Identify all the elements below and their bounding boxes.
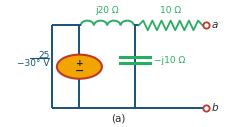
Text: −: − (75, 66, 84, 75)
Circle shape (57, 55, 102, 79)
Text: a: a (211, 20, 218, 30)
Text: j20 Ω: j20 Ω (96, 6, 119, 15)
Text: 25: 25 (38, 51, 50, 60)
Text: +: + (76, 59, 83, 68)
Text: (a): (a) (111, 113, 126, 123)
Text: −30° V: −30° V (17, 59, 50, 68)
Text: −j10 Ω: −j10 Ω (154, 56, 185, 65)
Text: 10 Ω: 10 Ω (160, 6, 181, 15)
Text: b: b (211, 103, 218, 113)
